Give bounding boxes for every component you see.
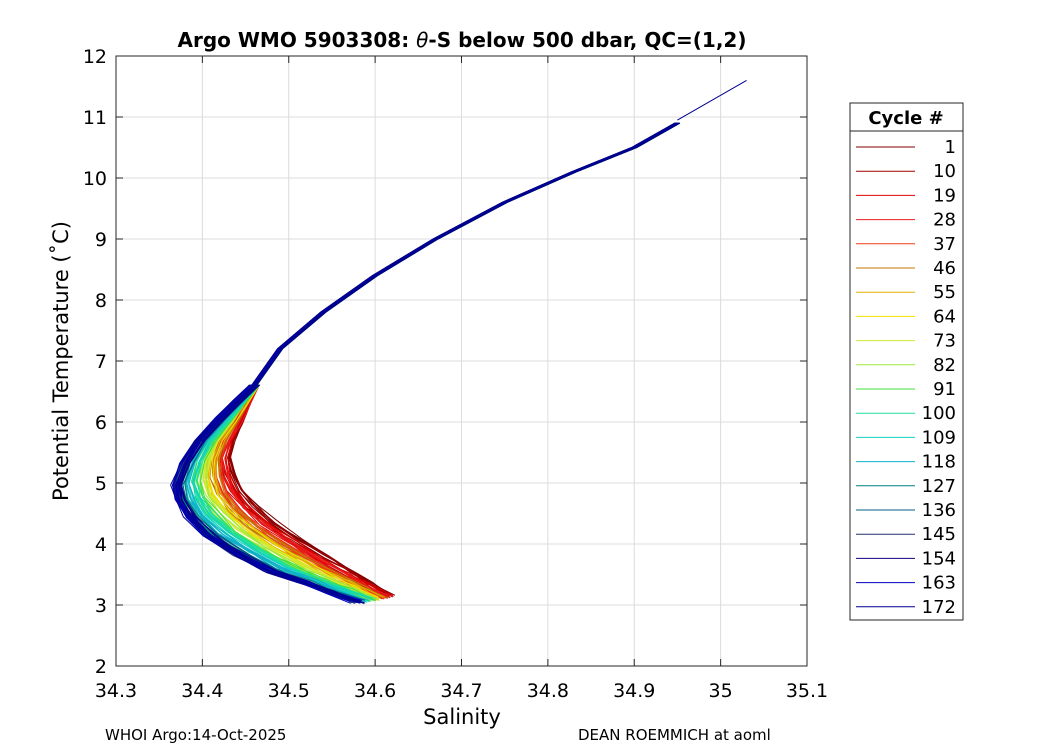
x-tick-label: 34.9 [613, 680, 655, 702]
legend-label: 154 [922, 548, 956, 569]
x-tick-label: 34.4 [181, 680, 223, 702]
y-tick-label: 5 [95, 473, 107, 495]
legend-label: 145 [922, 524, 956, 545]
legend-label: 37 [933, 234, 956, 255]
profile-line [179, 122, 680, 603]
legend-label: 46 [933, 258, 956, 279]
x-tick-label: 34.8 [527, 680, 569, 702]
x-tick-label: 35.1 [786, 680, 828, 702]
y-tick-labels: 2 3 4 5 6 7 8 9 10 11 12 [83, 46, 107, 678]
profile-extension-line [677, 79, 747, 121]
legend-title: Cycle # [868, 108, 943, 129]
legend-entries: 1 10 19 28 37 46 55 64 73 82 91 100 109 118 127 136 145 1… [856, 137, 956, 618]
y-tick-label: 8 [95, 290, 107, 312]
x-tick-label: 34.5 [268, 680, 310, 702]
legend-label: 172 [922, 597, 956, 618]
legend-label: 55 [933, 282, 956, 303]
legend-label: 82 [933, 355, 956, 376]
x-tick-label: 34.3 [95, 680, 137, 702]
legend-label: 19 [933, 185, 956, 206]
x-tick-label: 35 [709, 680, 733, 702]
legend-label: 163 [922, 573, 956, 594]
legend-label: 118 [922, 452, 956, 473]
tick-marks [115, 55, 808, 667]
legend-label: 64 [933, 306, 956, 327]
legend: Cycle # 1 10 19 28 37 46 55 64 73 82 91 100 109 118 12… [849, 102, 964, 621]
y-tick-label: 7 [95, 351, 107, 373]
legend-label: 100 [922, 403, 956, 424]
footer-right: DEAN ROEMMICH at aoml [578, 726, 771, 744]
profile-line [170, 122, 676, 601]
y-tick-label: 11 [83, 107, 107, 129]
y-tick-label: 10 [83, 168, 107, 190]
x-axis-label: Salinity [423, 705, 501, 729]
profile-line [175, 122, 678, 604]
x-tick-label: 34.7 [440, 680, 482, 702]
legend-label: 91 [933, 379, 956, 400]
legend-label: 109 [922, 427, 956, 448]
y-tick-label: 2 [95, 656, 107, 678]
x-tick-label: 34.6 [354, 680, 396, 702]
legend-label: 1 [945, 137, 956, 158]
x-tick-labels: 34.3 34.4 34.5 34.6 34.7 34.8 34.9 35 35.1 [95, 680, 828, 702]
y-tick-label: 12 [83, 46, 107, 68]
legend-label: 10 [933, 161, 956, 182]
legend-label: 136 [922, 500, 956, 521]
y-tick-label: 3 [95, 595, 107, 617]
grid-lines [115, 55, 808, 667]
legend-label: 127 [922, 476, 956, 497]
y-tick-label: 4 [95, 534, 107, 556]
y-tick-label: 6 [95, 412, 107, 434]
y-tick-label: 9 [95, 229, 107, 251]
legend-label: 28 [933, 210, 956, 231]
profile-lines [170, 79, 747, 604]
y-axis-label: Potential Temperature (˚C) [49, 221, 73, 501]
footer-left: WHOI Argo:14-Oct-2025 [105, 726, 286, 744]
chart-title: Argo WMO 5903308: θ-S below 500 dbar, QC… [178, 28, 747, 52]
legend-label: 73 [933, 331, 956, 352]
